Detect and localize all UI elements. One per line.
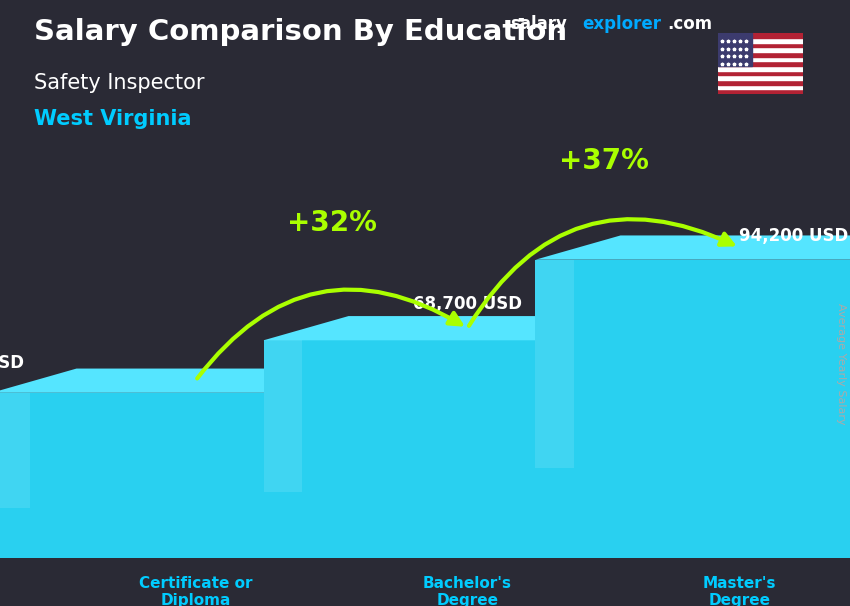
Bar <box>718 71 803 75</box>
Text: .com: .com <box>667 15 712 33</box>
Bar <box>718 33 752 66</box>
Polygon shape <box>0 393 31 508</box>
Bar <box>718 80 803 85</box>
Polygon shape <box>264 341 586 558</box>
Text: West Virginia: West Virginia <box>34 109 191 129</box>
Bar <box>718 75 803 80</box>
Bar <box>718 52 803 56</box>
Bar <box>718 66 803 71</box>
Text: 94,200 USD: 94,200 USD <box>740 227 848 245</box>
Bar <box>718 38 803 42</box>
Bar <box>718 47 803 52</box>
Polygon shape <box>0 368 400 393</box>
Text: Salary Comparison By Education: Salary Comparison By Education <box>34 18 567 46</box>
Bar <box>718 85 803 89</box>
Polygon shape <box>0 393 314 558</box>
Text: Average Yearly Salary: Average Yearly Salary <box>836 303 846 424</box>
Polygon shape <box>264 341 303 492</box>
Bar <box>718 33 803 38</box>
Bar <box>718 56 803 61</box>
Polygon shape <box>264 316 672 341</box>
Polygon shape <box>536 260 575 468</box>
FancyArrowPatch shape <box>469 219 733 326</box>
Text: explorer: explorer <box>582 15 661 33</box>
Polygon shape <box>536 260 850 558</box>
Text: 68,700 USD: 68,700 USD <box>413 295 522 313</box>
Text: +32%: +32% <box>286 209 377 238</box>
Text: Bachelor's
Degree: Bachelor's Degree <box>423 576 512 606</box>
Text: Safety Inspector: Safety Inspector <box>34 73 205 93</box>
Polygon shape <box>536 236 850 260</box>
Text: salary: salary <box>510 15 567 33</box>
Text: Certificate or
Diploma: Certificate or Diploma <box>139 576 252 606</box>
Text: 52,100 USD: 52,100 USD <box>0 353 24 371</box>
Bar <box>718 42 803 47</box>
Polygon shape <box>314 368 400 558</box>
FancyArrowPatch shape <box>197 290 461 379</box>
Polygon shape <box>586 316 672 558</box>
Text: +37%: +37% <box>558 147 649 175</box>
Bar <box>718 61 803 66</box>
Bar <box>718 89 803 94</box>
Text: Master's
Degree: Master's Degree <box>703 576 776 606</box>
